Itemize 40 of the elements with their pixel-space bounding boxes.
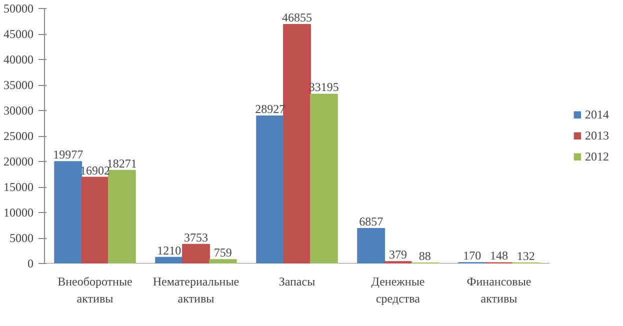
data-label: 19977	[53, 148, 84, 162]
bar	[283, 24, 311, 264]
legend-label: 2013	[585, 128, 609, 143]
bar	[182, 244, 210, 264]
x-tick-label: Запасы	[278, 274, 316, 288]
data-label: 6857	[359, 214, 384, 229]
y-tick-label: 40000	[4, 52, 34, 66]
x-tick-label: Внеоборотные активы	[58, 274, 132, 306]
data-label: 1210	[157, 243, 182, 258]
bar	[357, 228, 386, 264]
y-tick-label: 35000	[4, 78, 34, 92]
bar	[310, 94, 338, 264]
data-label: 170	[463, 248, 482, 263]
y-tick-label: 0	[28, 256, 34, 270]
y-tick-label: 15000	[4, 180, 34, 194]
bar	[256, 115, 284, 264]
x-tick-label: Нематериальные активы	[152, 274, 240, 306]
y-tick-label: 5000	[10, 231, 34, 245]
y-tick-label: 30000	[4, 104, 34, 118]
x-tick-label: Финансовые активы	[466, 274, 532, 306]
y-tick-label: 20000	[4, 154, 34, 168]
bar	[108, 170, 136, 264]
data-label: 379	[389, 248, 407, 262]
data-label: 148	[490, 248, 508, 263]
legend-label: 2014	[585, 107, 609, 122]
y-tick-label: 10000	[4, 206, 34, 220]
data-label: 132	[516, 248, 535, 263]
x-tick-label: Денежные средства	[371, 274, 425, 306]
y-tick-label: 50000	[4, 2, 34, 16]
legend-label: 2012	[585, 149, 609, 164]
y-tick-label: 45000	[4, 27, 34, 41]
data-label: 759	[214, 246, 232, 260]
bar	[81, 176, 109, 264]
data-label: 88	[418, 249, 431, 264]
bar	[155, 256, 184, 264]
data-label: 46855	[282, 10, 312, 25]
y-tick-label: 25000	[4, 129, 34, 143]
bar	[208, 259, 237, 264]
data-label: 3753	[184, 230, 208, 244]
bar	[54, 161, 82, 264]
